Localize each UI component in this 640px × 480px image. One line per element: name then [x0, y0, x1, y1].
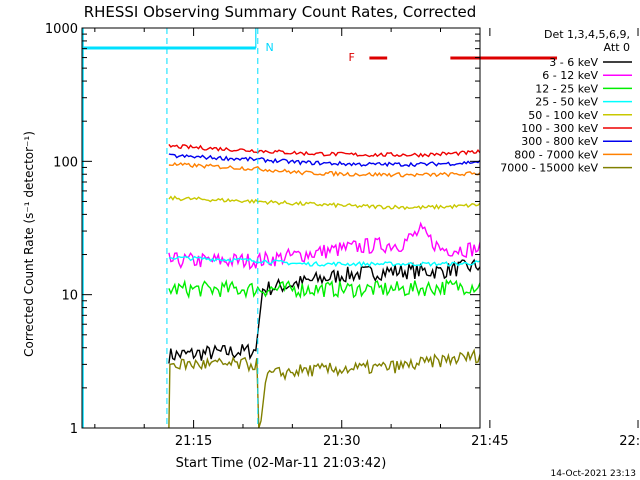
y-tick-label: 1000 — [45, 22, 78, 37]
legend-entry: 12 - 25 keV — [535, 82, 632, 95]
plot-frame — [81, 27, 481, 429]
legend-entry: 3 - 6 keV — [549, 56, 632, 69]
x-tick-label: 22:00 — [619, 434, 640, 449]
series-12-to-25kev — [168, 278, 480, 300]
legend-label: 6 - 12 keV — [542, 69, 598, 82]
series-layer — [168, 143, 480, 428]
legend-entry: 6 - 12 keV — [542, 69, 632, 82]
legend-label: 3 - 6 keV — [549, 56, 598, 69]
series-800-to-7000kev — [168, 162, 480, 178]
legend-entry: 300 - 800 keV — [521, 135, 632, 148]
legend-label: 100 - 300 keV — [521, 122, 598, 135]
series-line — [168, 195, 480, 211]
legend-label: 50 - 100 keV — [528, 109, 598, 122]
x-tick-label: 21:15 — [175, 434, 212, 449]
series-100-to-300kev — [168, 143, 480, 158]
legend-header-line1: Det 1,3,4,5,6,9, — [544, 28, 630, 41]
series-line — [168, 221, 480, 271]
legend-label: 7000 - 15000 keV — [500, 162, 598, 175]
series-300-to-800kev — [168, 153, 480, 168]
flag-f: F — [348, 51, 354, 64]
series-line — [168, 153, 480, 168]
legend-entry: 800 - 7000 keV — [514, 148, 632, 161]
legend-label: 300 - 800 keV — [521, 135, 598, 148]
y-tick-label: 10 — [61, 289, 78, 304]
legend-label: 800 - 7000 keV — [514, 148, 598, 161]
legend-entry: 100 - 300 keV — [521, 122, 632, 135]
series-line — [168, 258, 480, 364]
series-line — [168, 278, 480, 300]
series-line — [168, 143, 480, 158]
legend-header-line2: Att 0 — [604, 41, 630, 54]
series-6-to-12kev — [168, 221, 480, 271]
legend-entry: 50 - 100 keV — [528, 109, 632, 122]
footer-date: 14-Oct-2021 23:13 — [551, 469, 636, 479]
legend-entry: 25 - 50 keV — [535, 96, 632, 109]
y-axis: 1 10 100 1000 — [45, 22, 480, 437]
series-line — [168, 348, 480, 428]
flag-n: N — [266, 41, 274, 54]
x-tick-label: 21:30 — [323, 434, 360, 449]
y-axis-label: Corrected Count Rate (s⁻¹ detector⁻¹) — [22, 131, 36, 357]
series-3-to-6kev — [168, 258, 480, 364]
y-tick-label: 1 — [70, 422, 78, 437]
series-7000-to-15000kev — [168, 348, 480, 428]
x-tick-label: 21:45 — [471, 434, 508, 449]
chart-title: RHESSI Observing Summary Count Rates, Co… — [84, 3, 477, 21]
series-line — [168, 162, 480, 178]
legend-entry: 7000 - 15000 keV — [500, 162, 632, 175]
overlay-layer: NFS — [82, 28, 558, 428]
series-25-to-50kev — [168, 255, 480, 268]
legend-label: 25 - 50 keV — [535, 96, 598, 109]
x-axis-label: Start Time (02-Mar-11 21:03:42) — [176, 456, 387, 471]
series-line — [168, 255, 480, 268]
legend-label: 12 - 25 keV — [535, 82, 598, 95]
y-tick-label: 100 — [53, 155, 78, 170]
series-50-to-100kev — [168, 195, 480, 211]
